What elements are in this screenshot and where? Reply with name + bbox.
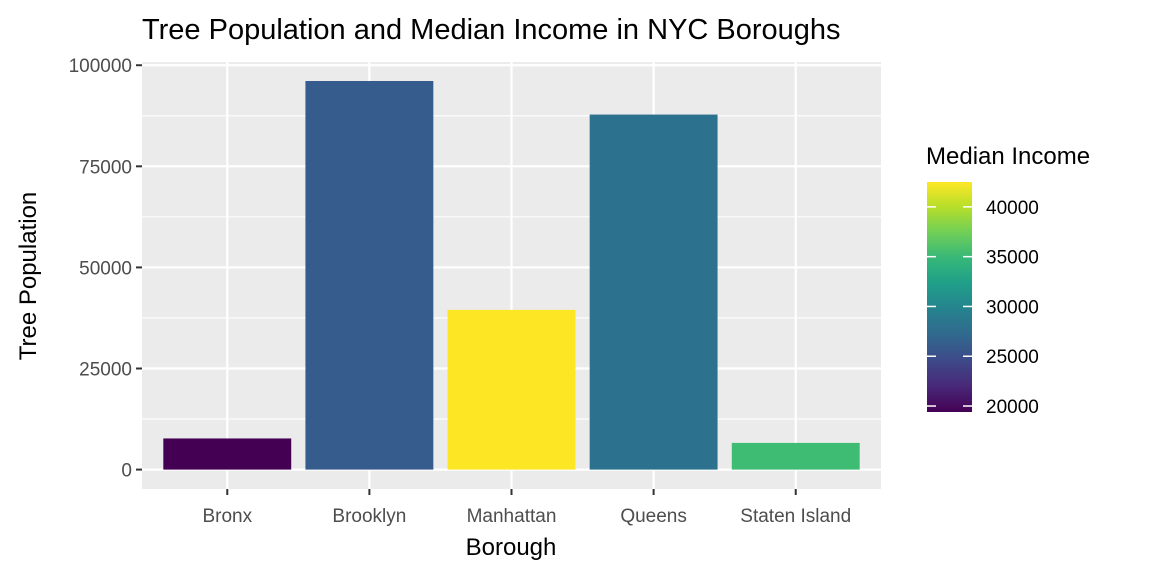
y-tick-label: 25000	[79, 360, 132, 381]
x-axis-title: Borough	[466, 534, 557, 561]
bar	[448, 310, 576, 470]
y-axis: 0 25000 50000 75000 100000	[69, 56, 142, 481]
legend-tick-label: 40000	[986, 198, 1039, 219]
x-tick-label: Staten Island	[740, 506, 851, 527]
bar	[732, 443, 860, 470]
bar	[305, 81, 433, 470]
legend-tick-label: 30000	[986, 297, 1039, 318]
y-tick-label: 75000	[79, 157, 132, 178]
y-tick-label: 100000	[69, 56, 132, 77]
bar	[163, 438, 291, 469]
plot-panel	[142, 62, 881, 489]
x-tick-label: Manhattan	[467, 506, 557, 527]
x-tick-label: Brooklyn	[332, 506, 406, 527]
legend-tick-label: 25000	[986, 347, 1039, 368]
y-tick-label: 50000	[79, 258, 132, 279]
legend: Median Income 20000 25000 30000 35000 40000	[926, 143, 1090, 418]
y-tick-label: 0	[121, 461, 132, 482]
y-axis-title: Tree Population	[15, 192, 42, 361]
chart-title: Tree Population and Median Income in NYC…	[142, 14, 841, 46]
x-tick-label: Bronx	[202, 506, 252, 527]
x-tick-label: Queens	[620, 506, 687, 527]
legend-title: Median Income	[926, 143, 1090, 170]
bar	[590, 115, 718, 470]
legend-tick-label: 35000	[986, 248, 1039, 269]
legend-colorbar	[927, 182, 972, 412]
legend-tick-label: 20000	[986, 397, 1039, 418]
x-axis: Bronx Brooklyn Manhattan Queens Staten Islan…	[202, 489, 851, 527]
